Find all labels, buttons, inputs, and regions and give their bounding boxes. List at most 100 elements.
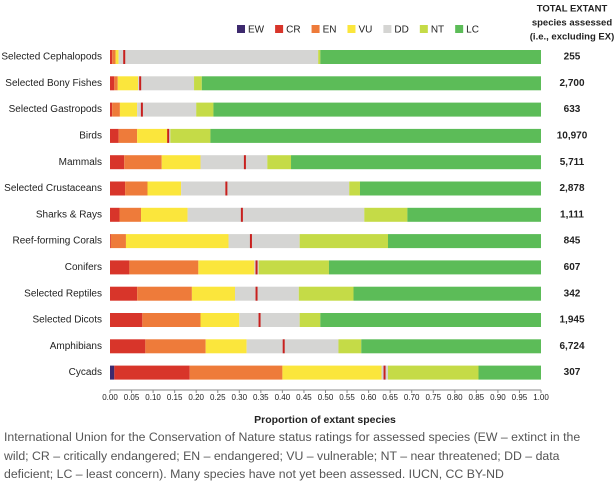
bar-segment <box>124 155 162 170</box>
totals-header: species assessed <box>532 18 612 29</box>
category-label: Reef-forming Corals <box>13 236 102 247</box>
category-label: Selected Crustaceans <box>4 183 102 194</box>
bar-segment <box>361 339 541 354</box>
bar-segment <box>298 286 354 301</box>
bar-segment <box>110 155 125 170</box>
bar-segment <box>353 286 541 301</box>
bar-segment <box>234 286 299 301</box>
x-tick-label: 1.00 <box>533 393 549 402</box>
legend-label: LC <box>466 25 479 36</box>
bar-segment <box>110 76 115 91</box>
bar-segment <box>137 128 169 143</box>
bar-segment <box>110 207 120 222</box>
bar-segment <box>187 207 365 222</box>
total-label: 255 <box>564 52 581 63</box>
x-tick-label: 0.80 <box>447 393 463 402</box>
bar-segment <box>213 102 541 117</box>
x-tick-label: 0.60 <box>361 393 377 402</box>
legend-swatch <box>383 25 392 33</box>
bar-segment <box>145 339 206 354</box>
bar-segment <box>110 128 119 143</box>
bar-segment <box>318 50 321 64</box>
bar-segment <box>118 128 138 143</box>
total-label: 307 <box>564 367 581 378</box>
bar-segment <box>239 313 300 327</box>
bar-segment <box>198 260 255 275</box>
category-label: Sharks & Rays <box>36 209 102 220</box>
bar-segment <box>387 365 479 380</box>
total-label: 5,711 <box>560 157 585 168</box>
category-label: Birds <box>79 131 102 142</box>
category-label: Cycads <box>69 367 102 378</box>
bar-segment <box>258 260 329 275</box>
bar-segment <box>196 102 214 117</box>
bar-segment <box>110 50 113 64</box>
x-tick-label: 0.85 <box>469 393 485 402</box>
bar-segment <box>137 102 197 117</box>
bar-segment <box>112 50 116 64</box>
bar-segment <box>320 313 541 327</box>
legend-label: EN <box>323 25 337 36</box>
bar-segment <box>138 76 195 91</box>
bar-segment <box>168 128 171 143</box>
bar-segment <box>110 286 138 301</box>
x-tick-label: 0.20 <box>188 393 204 402</box>
bar-segment <box>112 102 120 117</box>
x-tick-label: 0.65 <box>382 393 398 402</box>
x-axis-label: Proportion of extant species <box>254 414 396 426</box>
bar-segment <box>181 181 350 196</box>
x-tick-label: 0.50 <box>318 393 334 402</box>
bar-segment <box>228 234 300 249</box>
bar-segment <box>246 339 339 354</box>
legend-swatch <box>237 25 245 33</box>
x-tick-label: 0.10 <box>145 393 161 402</box>
bar-segment <box>359 181 541 196</box>
bar-segment <box>387 234 541 249</box>
bar-segment <box>299 313 321 327</box>
bar-segment <box>125 234 229 249</box>
bar-segment <box>110 339 146 354</box>
bar-segment <box>291 155 541 170</box>
total-label: 1,111 <box>560 209 584 220</box>
bar-segment <box>170 128 211 143</box>
total-label: 2,878 <box>559 183 584 194</box>
x-tick-label: 0.75 <box>425 393 441 402</box>
bar-segment <box>114 365 190 380</box>
legend-swatch <box>275 25 284 33</box>
bar-segment <box>114 76 118 91</box>
bar-segment <box>282 365 382 380</box>
bar-segment <box>125 181 148 196</box>
bar-segment <box>110 313 143 327</box>
bar-segment <box>191 286 235 301</box>
x-tick-label: 0.45 <box>296 393 312 402</box>
category-label: Selected Cephalopods <box>1 52 102 63</box>
legend-swatch <box>419 25 428 33</box>
bar-segment <box>349 181 360 196</box>
x-tick-label: 0.15 <box>167 393 183 402</box>
x-tick-label: 0.35 <box>253 393 269 402</box>
legend-swatch <box>311 25 320 33</box>
bar-segment <box>110 181 126 196</box>
bar-segment <box>142 313 201 327</box>
total-label: 10,970 <box>557 131 588 142</box>
legend-label: EW <box>248 25 265 36</box>
total-label: 6,724 <box>559 341 584 352</box>
category-label: Selected Dicots <box>33 315 102 326</box>
bar-segment <box>338 339 362 354</box>
total-label: 1,945 <box>559 315 584 326</box>
x-tick-label: 0.00 <box>102 393 118 402</box>
category-label: Amphibians <box>50 341 102 352</box>
category-label: Mammals <box>59 157 102 168</box>
bar-segment <box>141 207 188 222</box>
bar-segment <box>115 50 119 64</box>
x-tick-label: 0.40 <box>275 393 291 402</box>
bar-segment <box>119 102 138 117</box>
bar-segment <box>320 50 541 64</box>
x-tick-label: 0.55 <box>339 393 355 402</box>
total-label: 845 <box>564 236 581 247</box>
x-tick-label: 0.90 <box>490 393 506 402</box>
bar-segment <box>161 155 201 170</box>
x-tick-label: 0.95 <box>512 393 528 402</box>
bar-segment <box>110 260 130 275</box>
